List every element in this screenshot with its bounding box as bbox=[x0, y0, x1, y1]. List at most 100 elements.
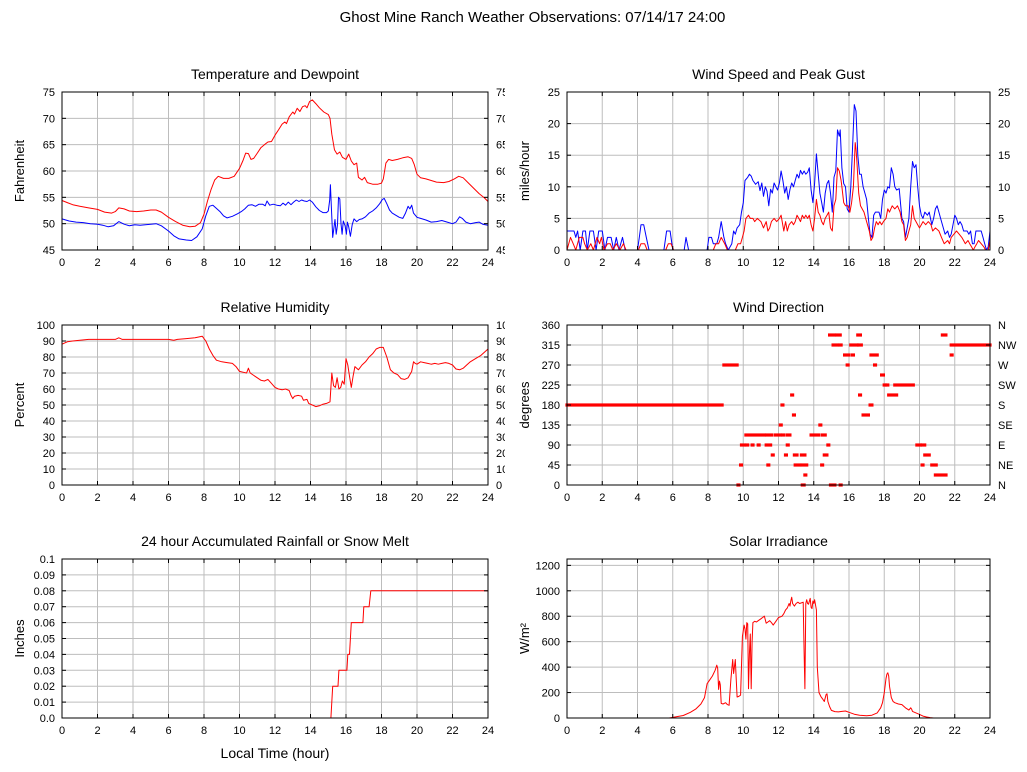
svg-text:0: 0 bbox=[564, 492, 570, 504]
svg-text:18: 18 bbox=[375, 725, 387, 737]
svg-text:30: 30 bbox=[43, 432, 55, 444]
svg-text:4: 4 bbox=[130, 725, 136, 737]
svg-text:315: 315 bbox=[542, 340, 560, 352]
svg-text:S: S bbox=[998, 400, 1005, 412]
svg-text:Wind Direction: Wind Direction bbox=[733, 299, 824, 315]
svg-text:18: 18 bbox=[878, 257, 890, 269]
chart-temperature-dewpoint: Temperature and Dewpoint4545505055556060… bbox=[0, 55, 505, 283]
svg-text:2: 2 bbox=[94, 725, 100, 737]
svg-text:Solar Irradiance: Solar Irradiance bbox=[729, 533, 828, 549]
svg-text:22: 22 bbox=[446, 492, 458, 504]
svg-text:2: 2 bbox=[599, 492, 605, 504]
svg-text:10: 10 bbox=[737, 257, 749, 269]
svg-text:2: 2 bbox=[94, 492, 100, 504]
svg-text:24: 24 bbox=[482, 725, 494, 737]
svg-text:18: 18 bbox=[878, 725, 890, 737]
svg-text:14: 14 bbox=[808, 725, 820, 737]
svg-text:65: 65 bbox=[43, 140, 55, 152]
svg-text:8: 8 bbox=[201, 492, 207, 504]
svg-text:10: 10 bbox=[548, 182, 560, 194]
svg-text:50: 50 bbox=[496, 400, 505, 412]
svg-text:10: 10 bbox=[496, 464, 505, 476]
svg-text:20: 20 bbox=[913, 725, 925, 737]
svg-text:12: 12 bbox=[269, 257, 281, 269]
svg-text:NE: NE bbox=[998, 460, 1013, 472]
svg-text:18: 18 bbox=[878, 492, 890, 504]
temperature-dewpoint-ylabel: Fahrenheit bbox=[12, 140, 27, 203]
svg-text:0: 0 bbox=[998, 245, 1004, 257]
svg-text:24: 24 bbox=[482, 492, 494, 504]
svg-text:90: 90 bbox=[43, 336, 55, 348]
svg-text:NW: NW bbox=[998, 340, 1017, 352]
svg-text:75: 75 bbox=[43, 87, 55, 99]
svg-text:60: 60 bbox=[496, 166, 505, 178]
svg-text:Temperature and Dewpoint: Temperature and Dewpoint bbox=[191, 66, 359, 82]
svg-text:2: 2 bbox=[599, 257, 605, 269]
svg-text:20: 20 bbox=[548, 119, 560, 131]
svg-text:1000: 1000 bbox=[536, 586, 560, 598]
svg-text:16: 16 bbox=[843, 725, 855, 737]
svg-text:30: 30 bbox=[496, 432, 505, 444]
svg-text:400: 400 bbox=[542, 662, 560, 674]
svg-text:4: 4 bbox=[634, 492, 640, 504]
rainfall-ylabel: Inches bbox=[12, 619, 27, 658]
svg-text:15: 15 bbox=[548, 150, 560, 162]
svg-text:135: 135 bbox=[542, 420, 560, 432]
chart-rainfall: 24 hour Accumulated Rainfall or Snow Mel… bbox=[0, 522, 505, 772]
svg-text:16: 16 bbox=[340, 492, 352, 504]
svg-text:65: 65 bbox=[496, 140, 505, 152]
svg-text:4: 4 bbox=[634, 725, 640, 737]
svg-text:Relative Humidity: Relative Humidity bbox=[221, 299, 330, 315]
svg-text:60: 60 bbox=[43, 166, 55, 178]
svg-text:5: 5 bbox=[998, 213, 1004, 225]
svg-text:22: 22 bbox=[949, 257, 961, 269]
svg-text:225: 225 bbox=[542, 380, 560, 392]
svg-text:10: 10 bbox=[43, 464, 55, 476]
svg-text:SE: SE bbox=[998, 420, 1013, 432]
svg-text:12: 12 bbox=[269, 492, 281, 504]
svg-text:16: 16 bbox=[340, 257, 352, 269]
rainfall-svg: 24 hour Accumulated Rainfall or Snow Mel… bbox=[12, 533, 494, 761]
svg-text:24: 24 bbox=[984, 257, 996, 269]
svg-text:0: 0 bbox=[554, 245, 560, 257]
svg-text:70: 70 bbox=[43, 368, 55, 380]
svg-text:12: 12 bbox=[772, 725, 784, 737]
svg-text:12: 12 bbox=[269, 725, 281, 737]
svg-text:90: 90 bbox=[548, 440, 560, 452]
svg-text:12: 12 bbox=[772, 257, 784, 269]
svg-text:6: 6 bbox=[165, 725, 171, 737]
svg-text:E: E bbox=[998, 440, 1005, 452]
svg-text:16: 16 bbox=[340, 725, 352, 737]
svg-text:4: 4 bbox=[634, 257, 640, 269]
svg-text:20: 20 bbox=[411, 492, 423, 504]
svg-text:0.05: 0.05 bbox=[34, 634, 55, 646]
svg-text:55: 55 bbox=[43, 192, 55, 204]
svg-text:0.03: 0.03 bbox=[34, 665, 55, 677]
svg-text:20: 20 bbox=[913, 492, 925, 504]
svg-text:45: 45 bbox=[43, 245, 55, 257]
svg-text:600: 600 bbox=[542, 637, 560, 649]
svg-text:1200: 1200 bbox=[536, 560, 560, 572]
svg-text:0: 0 bbox=[554, 713, 560, 725]
svg-text:0.02: 0.02 bbox=[34, 681, 55, 693]
svg-text:20: 20 bbox=[43, 448, 55, 460]
svg-text:16: 16 bbox=[843, 492, 855, 504]
svg-text:80: 80 bbox=[43, 352, 55, 364]
svg-text:45: 45 bbox=[496, 245, 505, 257]
svg-text:20: 20 bbox=[411, 257, 423, 269]
svg-text:10: 10 bbox=[737, 492, 749, 504]
svg-text:2: 2 bbox=[599, 725, 605, 737]
svg-text:6: 6 bbox=[670, 492, 676, 504]
svg-text:24: 24 bbox=[482, 257, 494, 269]
chart-solar-irradiance: Solar Irradiance 0 200 400 600 800 1000 1200 0 2 4… bbox=[505, 522, 1027, 772]
svg-text:40: 40 bbox=[496, 416, 505, 428]
svg-text:22: 22 bbox=[446, 257, 458, 269]
svg-text:14: 14 bbox=[304, 257, 316, 269]
svg-text:20: 20 bbox=[998, 119, 1010, 131]
svg-text:200: 200 bbox=[542, 688, 560, 700]
svg-text:40: 40 bbox=[43, 416, 55, 428]
svg-text:10: 10 bbox=[233, 257, 245, 269]
